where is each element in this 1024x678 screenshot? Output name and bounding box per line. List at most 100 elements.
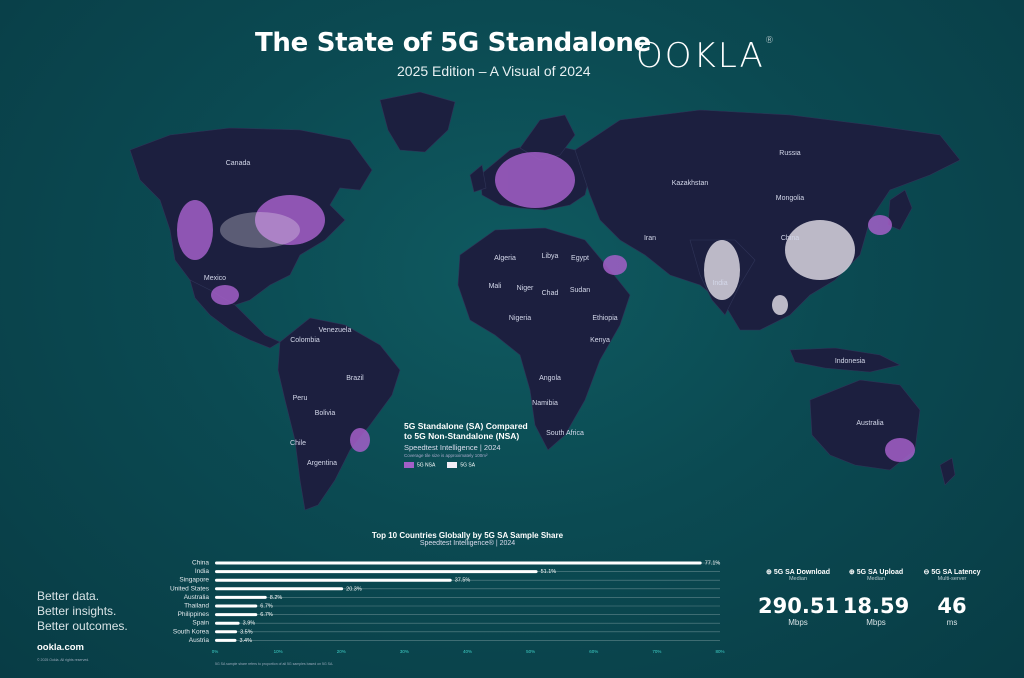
x-tick-label: 30% xyxy=(400,649,409,654)
label-nigeria: Nigeria xyxy=(509,315,531,322)
bar-category-label: Philippines xyxy=(178,611,210,618)
nsa-coverage-australia xyxy=(885,438,915,462)
nsa-coverage-europe xyxy=(495,152,575,208)
nsa-coverage-brazil xyxy=(350,428,370,452)
label-algeria: Algeria xyxy=(494,255,516,262)
tagline-line-2: Better insights. xyxy=(37,604,117,618)
bar-category-label: Singapore xyxy=(179,577,209,584)
bar-value-label: 3.9% xyxy=(243,621,256,627)
bar-value-label: 6.7% xyxy=(260,612,273,618)
asia-shape xyxy=(574,109,961,331)
bar xyxy=(215,570,538,574)
legend-title-line1: 5G Standalone (SA) Compared xyxy=(404,421,528,431)
label-niger: Niger xyxy=(517,285,534,292)
label-australia: Australia xyxy=(856,420,883,427)
world-map: Canada Russia China India Brazil Austral… xyxy=(129,91,961,511)
bar-value-label: 37.5% xyxy=(455,578,471,584)
stat-download-header: ⊕ 5G SA Download xyxy=(758,568,838,576)
x-tick-label: 20% xyxy=(337,649,346,654)
bar-value-label: 8.2% xyxy=(270,595,283,601)
bar-value-label: 3.5% xyxy=(240,629,253,635)
stat-latency-value: 46 xyxy=(937,594,967,618)
bar-chart-title: Top 10 Countries Globally by 5G SA Sampl… xyxy=(371,531,564,540)
sa-coverage-thailand xyxy=(772,295,788,315)
bar xyxy=(215,621,240,625)
label-mongolia: Mongolia xyxy=(776,195,805,202)
x-tick-label: 50% xyxy=(526,649,535,654)
label-namibia: Namibia xyxy=(532,400,558,407)
tagline: Better data. Better insights. Better out… xyxy=(37,589,128,634)
bar-chart-header: Top 10 Countries Globally by 5G SA Sampl… xyxy=(215,531,720,547)
label-india: India xyxy=(712,280,727,287)
indonesia-shape xyxy=(789,347,901,373)
bar-value-label: 51.1% xyxy=(541,569,557,575)
upload-icon: ⊕ xyxy=(848,569,855,576)
nsa-coverage-us-east xyxy=(255,195,325,245)
sa-coverage-china xyxy=(785,220,855,280)
label-venezuela: Venezuela xyxy=(319,327,352,334)
north-america-shape xyxy=(129,127,373,306)
label-russia: Russia xyxy=(779,150,801,157)
bar xyxy=(215,578,452,582)
x-tick-label: 0% xyxy=(212,649,219,654)
x-tick-label: 70% xyxy=(652,649,661,654)
africa-shape xyxy=(457,227,631,451)
new-zealand-shape xyxy=(939,457,956,486)
label-canada: Canada xyxy=(226,160,251,167)
bar xyxy=(215,613,258,617)
stat-latency-unit: ms xyxy=(946,618,958,627)
bar-category-label: Spain xyxy=(192,620,209,627)
label-brazil: Brazil xyxy=(346,375,364,382)
x-tick-label: 80% xyxy=(715,649,724,654)
uk-shape xyxy=(469,164,487,193)
label-iran: Iran xyxy=(644,235,656,242)
x-tick-label: 60% xyxy=(589,649,598,654)
stat-download-label: 5G SA Download xyxy=(773,569,830,576)
stat-latency: ⊖ 5G SA Latency Multi-server 46 ms xyxy=(912,568,992,627)
stat-latency-sub: Multi-server xyxy=(937,576,967,582)
ookla-url[interactable]: ookla.com xyxy=(37,642,84,653)
bar-category-label: South Korea xyxy=(173,628,210,635)
stat-latency-label: 5G SA Latency xyxy=(931,569,981,576)
legend-swatch-nsa xyxy=(404,462,414,468)
bar-value-label: 3.4% xyxy=(239,638,252,644)
stat-download-sub: Median xyxy=(788,576,808,582)
legend-swatch-sa xyxy=(447,462,458,468)
legend-items: 5G NSA 5G SA xyxy=(404,462,544,468)
x-tick-label: 40% xyxy=(463,649,472,654)
stat-upload-header: ⊕ 5G SA Upload xyxy=(836,568,916,576)
label-angola: Angola xyxy=(539,375,561,382)
label-chad: Chad xyxy=(542,290,559,297)
nsa-coverage-mideast xyxy=(603,255,627,275)
nsa-coverage-mexico xyxy=(211,285,239,305)
bar-chart: China 77.1% India 51.1% Singapore 37.5% United… xyxy=(170,560,725,655)
bar-category-label: United States xyxy=(170,585,210,592)
tagline-line-3: Better outcomes. xyxy=(37,619,128,633)
stat-download: ⊕ 5G SA Download Median 290.51 Mbps xyxy=(758,568,839,627)
stat-upload-value: 18.59 xyxy=(842,594,910,618)
bar-category-label: China xyxy=(192,560,209,567)
label-china: China xyxy=(781,235,799,242)
tagline-line-1: Better data. xyxy=(37,589,100,603)
south-america-shape xyxy=(277,317,401,511)
label-kenya: Kenya xyxy=(590,337,610,344)
label-kazakhstan: Kazakhstan xyxy=(672,180,709,187)
label-south-africa: South Africa xyxy=(546,430,584,437)
bar-value-label: 6.7% xyxy=(260,604,273,610)
download-icon: ⊕ xyxy=(766,569,772,576)
label-argentina: Argentina xyxy=(307,460,337,467)
bar-category-label: India xyxy=(195,568,209,575)
greenland-shape xyxy=(379,91,456,153)
label-libya: Libya xyxy=(542,253,559,260)
stat-upload-sub: Median xyxy=(866,576,886,582)
bar-value-label: 20.3% xyxy=(346,586,362,592)
stat-upload: ⊕ 5G SA Upload Median 18.59 Mbps xyxy=(836,568,916,627)
nsa-coverage-us-west xyxy=(177,200,213,260)
label-colombia: Colombia xyxy=(290,337,320,344)
ookla-logo: OOKLA® xyxy=(636,36,776,76)
bar-category-label: Austria xyxy=(189,637,210,644)
registered-mark: ® xyxy=(764,36,776,46)
sa-coverage-india xyxy=(704,240,740,300)
x-tick-label: 10% xyxy=(274,649,283,654)
bar-category-label: Thailand xyxy=(184,603,209,610)
